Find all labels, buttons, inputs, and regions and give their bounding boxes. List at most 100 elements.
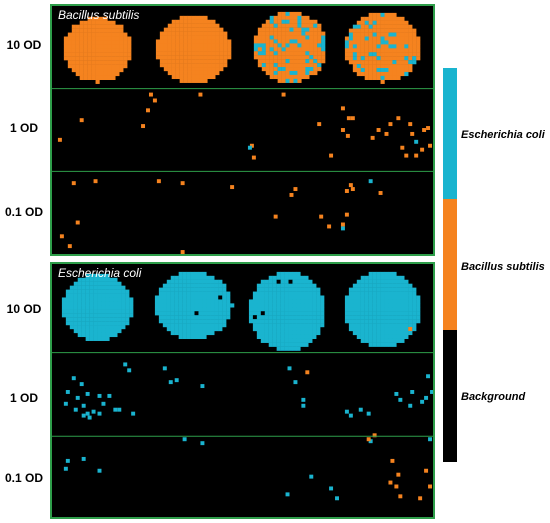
colony-pixel bbox=[81, 403, 86, 408]
colony-pixel bbox=[107, 393, 112, 398]
colony-pixel bbox=[200, 441, 205, 446]
colony-pixel bbox=[67, 244, 72, 249]
colony-pixel bbox=[344, 212, 349, 217]
colony-pixel bbox=[414, 139, 419, 144]
colony-pixel bbox=[85, 411, 90, 416]
bacillus-subtilis-panel: Bacillus subtilis bbox=[50, 4, 435, 256]
colony-pixel bbox=[340, 106, 345, 111]
row-label-01od: 0.1 OD bbox=[4, 471, 43, 485]
colony bbox=[248, 271, 325, 351]
colony-pixel bbox=[293, 187, 298, 192]
colony-pixel bbox=[430, 390, 433, 394]
colony-pixel bbox=[319, 214, 324, 219]
colony-pixel bbox=[340, 226, 345, 231]
colony-pixel bbox=[358, 407, 363, 412]
colony-pixel bbox=[71, 181, 76, 186]
colony-pixel bbox=[180, 181, 185, 186]
colony-pixel bbox=[251, 155, 256, 160]
colony-pixel bbox=[428, 437, 433, 442]
colony-pixel bbox=[75, 395, 80, 400]
colony-pixel bbox=[156, 179, 161, 184]
colony-pixel bbox=[73, 407, 78, 412]
colony-pixel bbox=[168, 380, 173, 385]
colony-pixel bbox=[287, 366, 292, 371]
legend-colorbar bbox=[443, 68, 457, 462]
colony-pixel bbox=[428, 484, 433, 489]
colony-pixel bbox=[123, 362, 128, 367]
colony-pixel bbox=[301, 403, 306, 408]
legend-swatch-bacillus-subtilis bbox=[443, 199, 457, 330]
colony-pixel bbox=[378, 191, 383, 195]
colony bbox=[253, 11, 326, 83]
colony-pixel bbox=[350, 187, 355, 192]
colony-pixel bbox=[117, 407, 122, 412]
row-label-1od: 1 OD bbox=[9, 391, 38, 405]
colony-pixel bbox=[376, 128, 381, 132]
colony-pixel bbox=[426, 374, 431, 379]
colony bbox=[344, 271, 421, 347]
colony bbox=[63, 16, 132, 84]
colony-pixel bbox=[345, 133, 350, 138]
colony-pixel bbox=[344, 189, 349, 193]
escherichia-coli-panel: Escherichia coli bbox=[50, 262, 435, 519]
colony-pixel bbox=[366, 411, 371, 416]
colony-pixel bbox=[398, 494, 403, 499]
colony-pixel bbox=[366, 437, 371, 442]
row-label-01od: 0.1 OD bbox=[4, 205, 43, 219]
colony-pixel bbox=[344, 409, 349, 414]
colony-pixel bbox=[247, 145, 252, 150]
colony-pixel bbox=[182, 437, 187, 442]
colony-pixel bbox=[348, 183, 353, 188]
colony-pixel bbox=[281, 92, 286, 97]
colony-pixel bbox=[57, 137, 62, 142]
colony-pixel bbox=[335, 496, 339, 501]
colony-pixel bbox=[410, 390, 415, 394]
colony-pixel bbox=[424, 468, 429, 473]
colony-pixel bbox=[162, 366, 167, 371]
colony-pixel bbox=[230, 185, 235, 190]
colony-pixel bbox=[396, 472, 401, 477]
colony-pixel bbox=[390, 458, 395, 463]
colony-pixel bbox=[85, 391, 90, 396]
colony-pixel bbox=[113, 407, 118, 412]
colony-pixel bbox=[317, 122, 322, 127]
segmentation-map-bacillus bbox=[52, 11, 433, 254]
colony-pixel bbox=[388, 122, 393, 127]
colony-pixel bbox=[180, 250, 185, 254]
colony-pixel bbox=[370, 135, 375, 140]
colony-pixel bbox=[410, 131, 415, 136]
colony-pixel bbox=[81, 456, 86, 461]
colony-pixel bbox=[79, 382, 84, 387]
colony-pixel bbox=[372, 433, 377, 438]
colony-pixel bbox=[97, 393, 102, 398]
colony-pixel bbox=[198, 92, 203, 97]
colony-pixel bbox=[424, 395, 429, 400]
colony-pixel bbox=[131, 411, 136, 416]
colony-pixel bbox=[340, 222, 345, 227]
colony-pixel bbox=[301, 397, 306, 402]
colony-pixel bbox=[81, 413, 86, 418]
colony-pixel bbox=[146, 108, 150, 113]
colony-pixel bbox=[346, 116, 351, 121]
colony-pixel bbox=[400, 145, 405, 150]
colony-pixel bbox=[348, 413, 353, 418]
colony bbox=[344, 12, 421, 84]
colony-pixel bbox=[65, 390, 70, 394]
colony-pixel bbox=[97, 411, 102, 416]
colony-pixel bbox=[91, 409, 96, 414]
colony-pixel bbox=[408, 122, 413, 127]
colony-pixel bbox=[59, 234, 64, 239]
panel-title: Escherichia coli bbox=[58, 266, 142, 280]
panel-title: Bacillus subtilis bbox=[58, 8, 140, 22]
row-label-1od: 1 OD bbox=[9, 121, 38, 135]
colony-pixel bbox=[152, 98, 157, 103]
colony-pixel bbox=[309, 474, 314, 479]
colony-pixel bbox=[398, 397, 403, 402]
row-label-10od: 10 OD bbox=[6, 38, 42, 52]
colony-pixel bbox=[394, 391, 399, 396]
colony-pixel bbox=[93, 179, 98, 184]
segmentation-map-ecoli bbox=[52, 271, 433, 501]
colony-pixel bbox=[368, 179, 373, 184]
colony-pixel bbox=[394, 484, 399, 489]
colony-pixel bbox=[408, 403, 413, 408]
